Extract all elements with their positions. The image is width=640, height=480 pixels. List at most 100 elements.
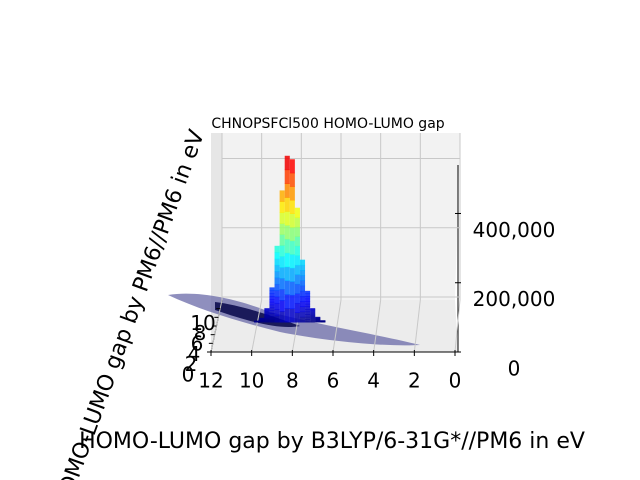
bar-segment — [294, 207, 300, 218]
bar-segment — [305, 296, 311, 300]
bar-segment — [289, 254, 295, 269]
x-tick-label: 8 — [286, 369, 299, 393]
bar-segment — [299, 301, 306, 307]
x-axis-label: HOMO-LUMO gap by B3LYP/6-31G*//PM6 in eV — [79, 429, 585, 454]
bar-segment — [289, 199, 295, 214]
bar-segment — [310, 319, 316, 322]
bar-segment — [264, 309, 270, 311]
bar-segment — [274, 302, 280, 310]
bar-segment — [264, 319, 270, 322]
y-tick-label: 10 — [190, 311, 215, 335]
bar-segment — [310, 317, 316, 320]
bar-segment — [320, 320, 326, 321]
bar-segment — [310, 309, 316, 311]
bar-segment — [284, 183, 290, 198]
y-tick-label: 8 — [194, 321, 207, 345]
bar-segment — [269, 307, 275, 311]
bar-segment — [289, 172, 295, 187]
bar-segment — [274, 315, 280, 323]
bar-segment — [305, 290, 311, 294]
bar-segment — [299, 259, 306, 266]
bar-segment — [269, 287, 275, 291]
bar-segment — [299, 306, 306, 313]
bar-segment — [279, 256, 285, 268]
bar-segment — [274, 277, 280, 285]
bar-segment — [269, 296, 275, 300]
bar-segment — [294, 293, 300, 304]
bar-segment — [299, 270, 306, 276]
bar-segment — [279, 190, 285, 202]
bar-segment — [289, 213, 295, 228]
bar-segment — [289, 294, 295, 309]
bar-segment — [279, 245, 285, 257]
bar-segment — [284, 308, 290, 323]
bar-segment — [279, 223, 285, 235]
chart-title: CHNOPSFCl500 HOMO-LUMO gap — [211, 116, 444, 132]
bar-segment — [310, 316, 316, 318]
bar-segment — [274, 309, 280, 317]
bar-segment — [264, 315, 270, 317]
bar-segment — [274, 296, 280, 304]
x-tick-label: 12 — [198, 369, 223, 393]
bar-segment — [274, 290, 280, 298]
bar-segment — [269, 304, 275, 309]
bar-segment — [269, 316, 275, 320]
z-tick-label: 0 — [508, 357, 521, 381]
bar-segment — [264, 318, 270, 321]
bar-segment — [289, 308, 295, 323]
bar-segment — [299, 311, 306, 318]
bar-segment — [299, 280, 306, 287]
bar-segment — [279, 267, 285, 279]
bar-segment — [274, 271, 280, 279]
bar-segment — [284, 280, 290, 295]
bar-segment — [305, 298, 311, 302]
bar-segment — [254, 320, 260, 322]
bar-segment — [279, 311, 285, 323]
bar-segment — [279, 212, 285, 224]
bar-segment — [305, 301, 311, 305]
bar-segment — [299, 290, 306, 297]
bar-segment — [294, 264, 300, 275]
bar-segment — [284, 225, 290, 240]
bar-segment — [294, 302, 300, 313]
bar-segment — [305, 316, 311, 320]
bar-segment — [289, 159, 295, 174]
bar-segment — [279, 234, 285, 246]
bar-segment — [279, 300, 285, 312]
bar-segment — [305, 303, 311, 307]
bar-segment — [299, 285, 306, 292]
bar-segment — [274, 245, 280, 253]
bar-segment — [305, 319, 311, 323]
x-tick-label: 10 — [239, 369, 264, 393]
z-tick-label: 400,000 — [473, 218, 556, 242]
bar-segment — [310, 308, 316, 310]
bar-segment — [264, 312, 270, 315]
bar-segment — [264, 308, 270, 310]
bar-segment — [294, 312, 300, 323]
y-tick-label: 0 — [182, 363, 195, 387]
bar-segment — [294, 255, 300, 266]
y-axis-label: HOMO-LUMO gap by PM6//PM6 in eV — [49, 127, 210, 480]
bar-segment — [279, 278, 285, 290]
bar-segment — [269, 310, 275, 314]
bar-segment — [289, 186, 295, 201]
bar-segment — [289, 267, 295, 282]
bar-segment — [310, 310, 316, 313]
bar-segment — [284, 197, 290, 212]
bar-segment — [299, 264, 306, 271]
bar-segment — [305, 309, 311, 313]
bar-segment — [294, 217, 300, 228]
bar-segment — [305, 293, 311, 297]
x-tick-label: 2 — [408, 369, 421, 393]
bar-segment — [310, 313, 316, 316]
bar-segment — [284, 266, 290, 281]
bar-segment — [305, 314, 311, 318]
grid-line — [251, 299, 263, 353]
y-tick-label: 4 — [188, 342, 201, 366]
bar-segment — [299, 296, 306, 302]
bar-segment — [264, 313, 270, 316]
bar-segment — [264, 311, 270, 314]
bar-segment — [294, 236, 300, 247]
bar-segment — [264, 320, 270, 323]
